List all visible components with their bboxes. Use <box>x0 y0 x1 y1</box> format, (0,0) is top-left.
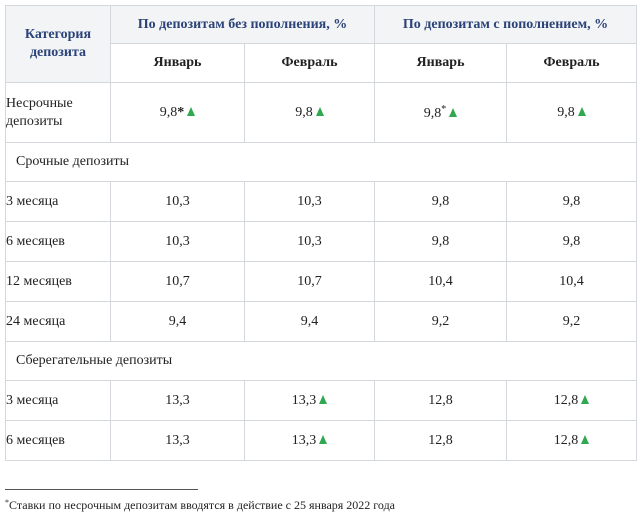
rate-cell: 10,3 <box>110 221 245 262</box>
rate-cell: 10,4 <box>374 261 508 302</box>
rate-cell: 9,8 <box>243 82 376 143</box>
rate-cell: 9,8 <box>374 181 508 222</box>
row-label: 3 месяца <box>5 181 111 222</box>
table-row: 12 месяцев 10,7 10,7 10,4 10,4 <box>5 261 638 302</box>
rate-cell: 9,8 <box>506 181 638 222</box>
rate-value: 12,8 <box>553 392 579 408</box>
section-row: Срочные депозиты <box>4 142 638 182</box>
triangle-up-icon <box>319 434 328 444</box>
rate-value: 12,8 <box>553 432 579 448</box>
row-label: 3 месяца <box>5 380 111 421</box>
footnote-reference: * <box>177 104 185 120</box>
month-header-february: Февраль <box>506 43 638 83</box>
deposit-rates-table: Категория депозита По депозитам без попо… <box>4 5 638 461</box>
rate-cell: 10,3 <box>110 181 245 222</box>
rate-value: 13,3 <box>291 392 317 408</box>
rate-value: 13,3 <box>165 392 190 408</box>
rate-value: 10,3 <box>165 233 190 249</box>
rate-value: 9,8 <box>431 193 450 209</box>
category-header: Категория депозита <box>5 5 111 83</box>
rate-value: 12,8 <box>428 432 453 448</box>
triangle-up-icon <box>577 106 586 116</box>
rate-cell: 10,3 <box>243 221 376 262</box>
rates-body: Несрочные депозиты 9,8* 9,8 9,8* 9,8 Срочные … <box>4 82 638 461</box>
rate-value: 9,8 <box>562 233 581 249</box>
rate-cell: 12,8 <box>374 380 508 421</box>
row-label: Несрочные депозиты <box>5 82 111 143</box>
table-row: 3 месяца 13,3 13,3 12,8 12,8 <box>5 380 638 421</box>
rate-value: 9,8 <box>159 104 178 120</box>
rate-cell: 9,8 <box>506 221 638 262</box>
table-row: 6 месяцев 10,3 10,3 9,8 9,8 <box>5 221 638 262</box>
rate-value: 10,3 <box>297 193 322 209</box>
rate-value: 9,8 <box>423 105 442 121</box>
rate-value: 9,8 <box>557 104 575 120</box>
rate-value: 10,3 <box>165 193 190 209</box>
table-row: 6 месяцев 13,3 13,3 12,8 12,8 <box>5 420 638 461</box>
rate-cell: 13,3 <box>243 420 376 461</box>
section-row: Сберегательные депозиты <box>4 341 638 381</box>
rate-value: 9,4 <box>168 313 187 329</box>
triangle-up-icon <box>449 107 458 117</box>
group-header-with-topup: По депозитам с пополнением, % <box>374 5 638 44</box>
rate-cell: 10,7 <box>110 261 245 302</box>
triangle-up-icon <box>581 434 590 444</box>
table-row: 3 месяца 10,3 10,3 9,8 9,8 <box>5 181 638 222</box>
row-label: 24 месяца <box>5 301 111 342</box>
rate-value: 9,8 <box>562 193 581 209</box>
triangle-up-icon <box>315 106 324 116</box>
triangle-up-icon <box>319 394 328 404</box>
month-header-january: Январь <box>110 43 245 83</box>
rate-cell: 10,7 <box>243 261 376 302</box>
row-label: 6 месяцев <box>5 221 111 262</box>
triangle-up-icon <box>581 394 590 404</box>
rate-cell: 13,3 <box>110 380 245 421</box>
rate-cell: 13,3 <box>243 380 376 421</box>
footnote-mark: * <box>5 498 9 507</box>
table-row: Несрочные депозиты 9,8* 9,8 9,8* 9,8 <box>5 82 638 143</box>
rate-cell: 9,8 <box>374 221 508 262</box>
rate-cell: 9,8* <box>110 82 245 143</box>
rate-cell: 13,3 <box>110 420 245 461</box>
rate-cell: 9,8 <box>506 82 638 143</box>
rate-value: 9,4 <box>300 313 319 329</box>
rate-value: 12,8 <box>428 392 453 408</box>
footnote-reference: * <box>441 103 447 115</box>
rate-value: 10,4 <box>559 273 584 289</box>
rate-value: 10,4 <box>428 273 453 289</box>
rate-cell: 12,8 <box>374 420 508 461</box>
rate-cell: 9,2 <box>374 301 508 342</box>
rate-value: 10,7 <box>297 273 322 289</box>
section-label: Сберегательные депозиты <box>4 341 638 381</box>
rate-value: 10,3 <box>297 233 322 249</box>
triangle-up-icon <box>187 106 196 116</box>
rate-cell: 10,4 <box>506 261 638 302</box>
month-header-january: Январь <box>374 43 508 83</box>
rate-cell: 9,2 <box>506 301 638 342</box>
row-label: 12 месяцев <box>5 261 111 302</box>
rate-value: 9,8 <box>295 104 313 120</box>
table-row: 24 месяца 9,4 9,4 9,2 9,2 <box>5 301 638 342</box>
rate-cell: 12,8 <box>506 380 638 421</box>
row-label: 6 месяцев <box>5 420 111 461</box>
footnote: *Ставки по несрочным депозитам вводятся … <box>5 498 395 513</box>
rate-cell: 9,4 <box>110 301 245 342</box>
rate-cell: 9,4 <box>243 301 376 342</box>
section-label: Срочные депозиты <box>4 142 638 182</box>
rate-cell: 10,3 <box>243 181 376 222</box>
rate-value: 9,2 <box>562 313 581 329</box>
rate-value: 10,7 <box>165 273 190 289</box>
footnote-text: Ставки по несрочным депозитам вводятся в… <box>9 498 396 512</box>
group-header-without-topup: По депозитам без пополнения, % <box>109 5 376 44</box>
rate-value: 9,2 <box>431 313 450 329</box>
rate-value: 9,8 <box>431 233 450 249</box>
month-header-february: Февраль <box>243 43 376 83</box>
rate-value: 13,3 <box>291 432 317 448</box>
rate-value: 13,3 <box>165 432 190 448</box>
rate-cell: 9,8* <box>374 82 508 143</box>
footnote-divider <box>5 489 198 490</box>
rate-cell: 12,8 <box>506 420 638 461</box>
